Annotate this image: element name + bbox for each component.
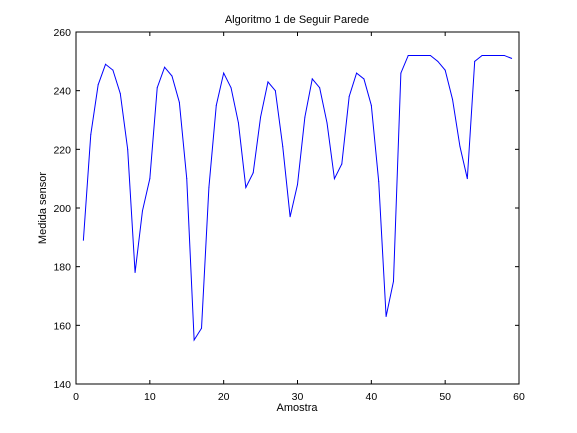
y-tick-label: 220 bbox=[53, 144, 71, 156]
data-point bbox=[90, 134, 92, 136]
data-point bbox=[164, 66, 166, 68]
axis-ticks bbox=[75, 31, 520, 385]
data-point bbox=[178, 101, 180, 103]
data-point bbox=[496, 54, 498, 56]
x-tick-label: 60 bbox=[513, 391, 525, 403]
data-point bbox=[511, 57, 513, 59]
data-point bbox=[392, 280, 394, 282]
data-point bbox=[459, 145, 461, 147]
data-point bbox=[466, 178, 468, 180]
y-tick-label: 140 bbox=[53, 379, 71, 391]
plot-area bbox=[75, 31, 520, 385]
data-point bbox=[304, 116, 306, 118]
data-point bbox=[82, 239, 84, 241]
data-point bbox=[127, 148, 129, 150]
data-point bbox=[363, 78, 365, 80]
x-tick-label: 10 bbox=[144, 391, 156, 403]
data-point bbox=[230, 87, 232, 89]
data-point bbox=[223, 72, 225, 74]
data-point bbox=[422, 54, 424, 56]
y-tick-label: 200 bbox=[53, 203, 71, 215]
data-point bbox=[141, 210, 143, 212]
data-point bbox=[488, 54, 490, 56]
y-tick-label: 180 bbox=[53, 262, 71, 274]
x-tick-label: 0 bbox=[73, 391, 79, 403]
x-tick-label: 20 bbox=[218, 391, 230, 403]
data-point bbox=[370, 104, 372, 106]
data-point bbox=[289, 216, 291, 218]
x-tick-label: 30 bbox=[292, 391, 304, 403]
data-point bbox=[193, 339, 195, 341]
data-point bbox=[503, 54, 505, 56]
x-tick-label: 40 bbox=[365, 391, 377, 403]
x-tick-label: 50 bbox=[439, 391, 451, 403]
data-point bbox=[400, 72, 402, 74]
data-point bbox=[245, 186, 247, 188]
data-point bbox=[333, 178, 335, 180]
data-point bbox=[156, 87, 158, 89]
axis-tick-labels: 0 10 20 30 40 50 60 140 160 180 200 220 240 260 bbox=[53, 27, 525, 403]
data-point bbox=[415, 54, 417, 56]
data-point bbox=[208, 186, 210, 188]
data-point bbox=[215, 104, 217, 106]
x-axis-label: Amostra bbox=[277, 402, 319, 414]
data-point bbox=[134, 272, 136, 274]
data-point bbox=[474, 60, 476, 62]
data-point bbox=[201, 327, 203, 329]
y-tick-label: 160 bbox=[53, 320, 71, 332]
data-point bbox=[105, 63, 107, 65]
data-point bbox=[260, 116, 262, 118]
data-point bbox=[356, 72, 358, 74]
data-point bbox=[267, 81, 269, 83]
data-point bbox=[252, 172, 254, 174]
data-point bbox=[437, 60, 439, 62]
data-point bbox=[444, 69, 446, 71]
data-point bbox=[429, 54, 431, 56]
data-point bbox=[237, 122, 239, 124]
data-point bbox=[112, 69, 114, 71]
data-point bbox=[452, 98, 454, 100]
chart-title: Algoritmo 1 de Seguir Parede bbox=[225, 14, 369, 26]
data-point bbox=[348, 96, 350, 98]
y-tick-label: 240 bbox=[53, 86, 71, 98]
data-point bbox=[97, 84, 99, 86]
data-point bbox=[274, 90, 276, 92]
data-point bbox=[341, 163, 343, 165]
data-point bbox=[319, 87, 321, 89]
data-point bbox=[297, 184, 298, 186]
y-tick-label: 260 bbox=[53, 27, 71, 39]
data-point bbox=[481, 54, 483, 56]
data-point bbox=[407, 54, 409, 56]
data-point bbox=[378, 181, 380, 183]
data-point bbox=[385, 316, 387, 318]
y-axis-label: Medida sensor bbox=[37, 172, 49, 244]
series-points bbox=[82, 54, 513, 341]
data-point bbox=[311, 78, 313, 80]
data-point bbox=[186, 178, 188, 180]
data-point bbox=[171, 75, 173, 77]
data-point bbox=[149, 178, 151, 180]
data-point bbox=[326, 122, 328, 124]
data-point bbox=[119, 93, 121, 95]
data-point bbox=[282, 145, 284, 147]
